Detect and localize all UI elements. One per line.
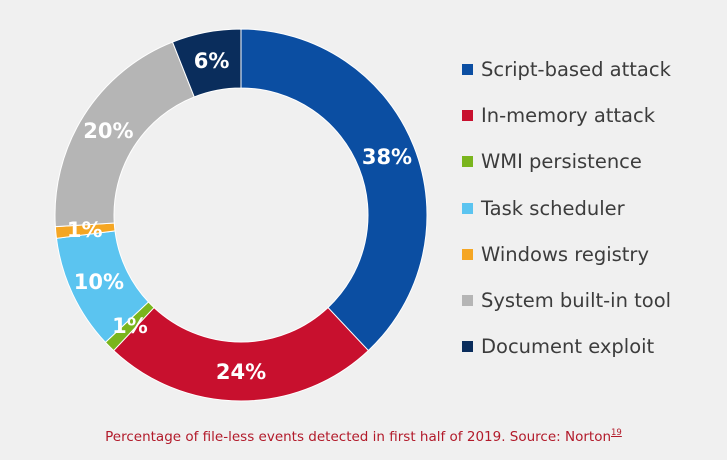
legend-label: Document exploit [481,335,655,359]
legend-swatch [462,295,473,307]
legend-item: Script-based attack [462,46,671,92]
legend-item: System built-in tool [462,277,671,323]
slice-label-windows-registry: 1% [67,218,103,242]
legend-swatch [462,202,473,214]
legend-label: In-memory attack [481,103,656,127]
slice-label-document-exploit: 6% [194,49,230,73]
legend-label: Script-based attack [481,57,671,81]
legend-swatch [462,109,473,121]
legend-item: Task scheduler [462,185,671,231]
legend-item: WMI persistence [462,139,671,185]
slice-label-wmi-persistence: 1% [112,314,148,338]
chart-caption: Percentage of file-less events detected … [0,428,727,445]
legend-label: Task scheduler [481,196,625,220]
donut-slices [54,28,428,402]
legend-label: WMI persistence [481,150,642,174]
legend-swatch [462,63,473,75]
legend-swatch [462,156,473,168]
slice-label-system-built-in-tool: 20% [83,119,133,143]
legend-item: Windows registry [462,231,671,277]
legend-swatch [462,341,473,353]
slice-script-based-attack [240,28,428,352]
slice-in-memory-attack [112,306,370,402]
legend-label: System built-in tool [481,289,672,313]
legend-label: Windows registry [481,242,649,266]
caption-text: Percentage of file-less events detected … [105,429,612,445]
footnote-ref[interactable]: 19 [611,428,622,438]
slice-label-in-memory-attack: 24% [216,360,266,384]
legend-swatch [462,248,473,260]
chart-legend: Script-based attack In-memory attack WMI p… [462,46,671,370]
slice-document-exploit [171,28,242,98]
slice-label-task-scheduler: 10% [74,270,124,294]
slice-label-script-based-attack: 38% [362,145,412,169]
legend-item: Document exploit [462,324,671,370]
slice-labels: 38% 24% 1% 10% 1% 20% 6% [67,49,412,384]
legend-item: In-memory attack [462,92,671,138]
